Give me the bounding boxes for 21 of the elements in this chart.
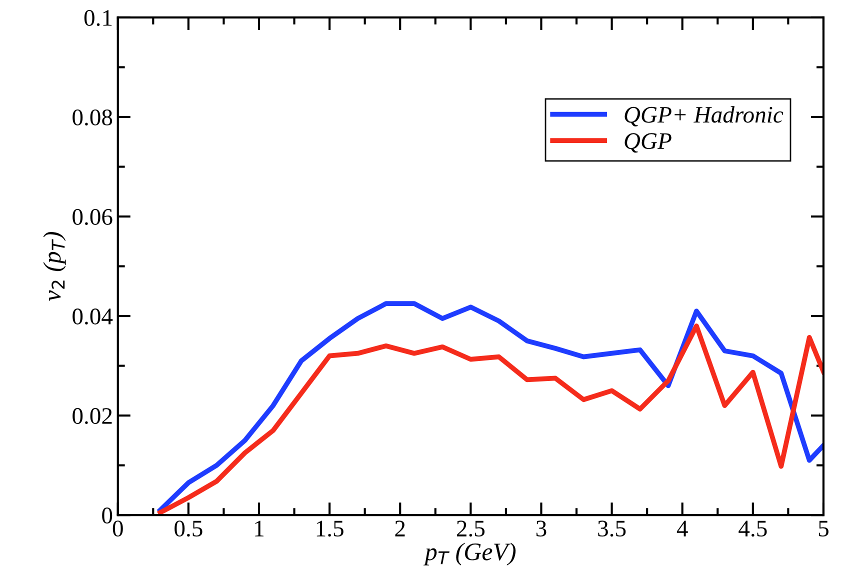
y-tick-label: 0.04 — [72, 308, 113, 325]
legend-label: QGP — [624, 133, 672, 153]
x-tick-label: 3.5 — [598, 520, 626, 537]
y-axis-title: v$_{2}$ (p$_{T}$) — [43, 232, 66, 302]
y-tick-label: 0.06 — [72, 208, 112, 226]
y-tick-label: 0.1 — [84, 10, 112, 26]
y-tick-label: 0 — [102, 508, 112, 524]
legend-label: QGP+ Hadronic — [624, 106, 784, 126]
x-axis-title: p$_{T}$ (GeV) — [423, 542, 516, 566]
x-tick-label: 1 — [255, 520, 264, 536]
x-tick-label: 4.5 — [738, 520, 767, 537]
x-tick-label: 0 — [112, 520, 123, 537]
x-tick-label: 3 — [536, 520, 546, 537]
y-tick-label: 0.08 — [72, 109, 112, 126]
x-tick-label: 4 — [676, 520, 688, 536]
x-tick-label: 1.5 — [316, 520, 344, 537]
y-tick-label: 0.02 — [72, 408, 112, 424]
x-tick-label: 2.5 — [456, 520, 485, 537]
x-tick-label: 2 — [395, 520, 405, 536]
x-tick-label: 5 — [818, 520, 828, 537]
x-tick-label: 0.5 — [174, 520, 202, 537]
